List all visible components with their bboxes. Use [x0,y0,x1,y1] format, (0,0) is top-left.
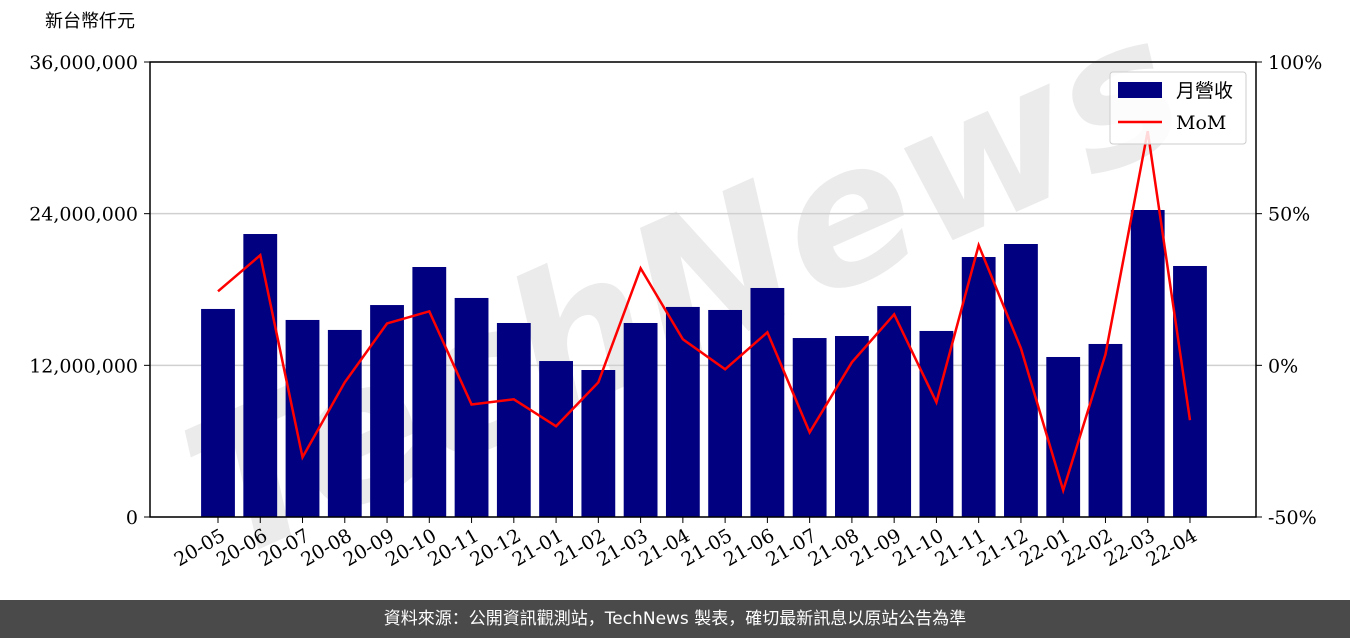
bar [201,308,235,517]
bar [327,329,362,517]
bar [285,319,320,517]
bar [665,306,700,517]
y2-tick-label: 100% [1268,52,1322,74]
chart: 新台幣仟元 TechNews012,000,00024,000,00036,00… [29,0,1322,604]
bar [834,336,869,517]
footer: 資料來源：公開資訊觀測站，TechNews 製表，確切最新訊息以原站公告為準 [0,600,1350,638]
bar [454,297,489,517]
bar [581,370,616,517]
line [217,130,1192,495]
bar [539,361,573,517]
plot-frame [149,61,1257,518]
bar [412,267,447,517]
bar [496,322,531,517]
bar [1004,244,1038,517]
bar [1130,210,1165,517]
y-axis-label: 新台幣仟元 [45,11,135,32]
bar [243,234,278,518]
bar [792,338,827,517]
legend-label: 月營收 [1176,80,1233,102]
y2-tick-label: 50% [1268,204,1310,226]
y-tick-label: 24,000,000 [29,204,138,226]
y-tick-label: 0 [126,507,138,529]
y2-tick-label: -50% [1268,507,1317,529]
bar [1173,265,1207,517]
legend-swatch [1118,82,1162,98]
bar [961,257,996,517]
y2-tick-label: 0% [1268,355,1298,377]
bar [877,306,912,517]
bar [708,309,743,517]
bar [750,287,785,517]
legend-label: MoM [1176,112,1226,134]
bar [623,322,658,517]
y-tick-label: 12,000,000 [29,355,138,377]
bar [370,305,404,517]
y-tick-label: 36,000,000 [29,52,138,74]
bar [1088,343,1123,517]
